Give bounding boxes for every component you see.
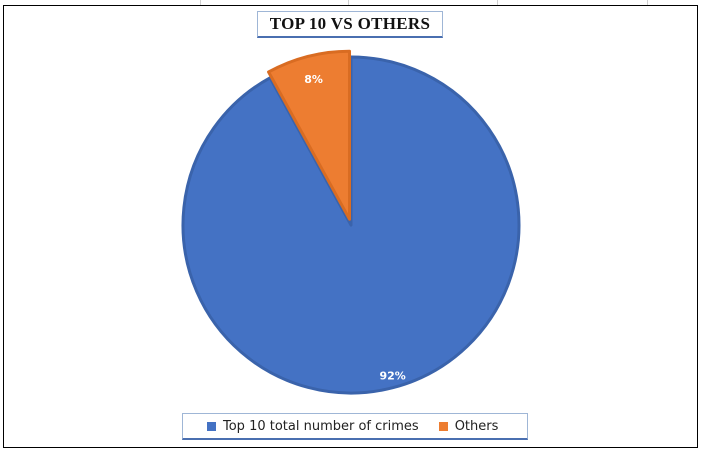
- sheet-gridline: [647, 0, 648, 6]
- pie-slice-others[interactable]: [267, 49, 352, 221]
- legend-item-top-10: Top 10 total number of crimes: [207, 419, 419, 434]
- pie-slice-top-10[interactable]: [181, 55, 521, 395]
- legend-label-others: Others: [454, 418, 499, 434]
- chart-legend: Top 10 total number of crimes Others: [182, 413, 528, 440]
- legend-swatch-top-10: [207, 421, 216, 431]
- legend-label-top-10: Top 10 total number of crimes: [223, 418, 419, 434]
- sheet-gridline: [497, 0, 498, 6]
- data-label-top-10: 92%: [380, 370, 406, 383]
- sheet-gridline: [200, 0, 201, 6]
- data-label-others: 8%: [304, 73, 323, 86]
- legend-swatch-others: [438, 421, 448, 431]
- chart-title: TOP 10 VS OTHERS: [257, 11, 443, 38]
- sheet-gridline: [348, 0, 349, 6]
- legend-item-others: Others: [438, 418, 499, 434]
